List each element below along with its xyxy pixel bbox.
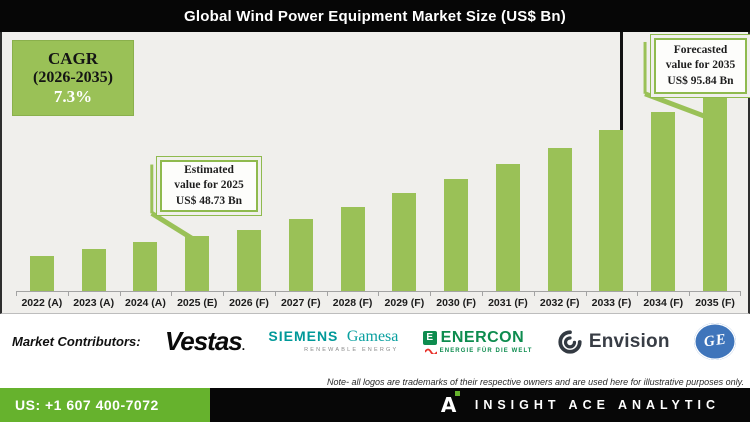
insight-ace-logo-dot [454,391,460,396]
chart-panel: CAGR (2026-2035) 7.3% 2022 (A) 2023 (A) 20… [0,32,750,314]
bar-2023 (A) [81,249,106,291]
callout-line: Forecasted [673,43,728,56]
bar-2022 (A) [29,256,54,291]
bar-slot [689,82,741,291]
footer-bar: US: +1 607 400-7072 A INSIGHT ACE ANALYT… [0,388,750,422]
x-axis-label: 2027 (F) [274,292,327,313]
x-axis-label: 2026 (F) [223,292,275,313]
x-axis-label: 2034 (F) [637,292,689,313]
x-axis-label: 2023 (A) [67,292,120,313]
bar-2027 (F) [288,219,313,291]
x-axis-label: 2033 (F) [585,292,638,313]
insight-ace-logo-letter: A [440,393,457,417]
callout-line: value for 2035 [665,59,736,72]
page-title: Global Wind Power Equipment Market Size … [183,7,566,25]
trademark-note: Note- all logos are trademarks of their … [326,377,744,387]
bar-slot [637,82,689,291]
bar-slot [171,82,223,291]
callout-value: US$ 48.73 Bn [175,194,243,207]
bar-2029 (F) [392,193,417,291]
siemens-wordmark: SIEMENS [268,328,339,345]
enercon-logo: E ENERCON ENERGIE FÜR DIE WELT [422,328,533,354]
x-axis-labels: 2022 (A) 2023 (A) 2024 (A) 2025 (E) 2026 (F)… [16,292,741,313]
siemens-gamesa-tagline: RENEWABLE ENERGY [304,347,399,354]
bar-2034 (F) [651,112,676,291]
x-axis-label: 2031 (F) [482,292,534,313]
gamesa-wordmark: Gamesa [346,328,399,346]
enercon-wordmark: ENERCON [440,328,525,346]
x-axis-label: 2035 (F) [689,292,741,313]
x-axis-label: 2030 (F) [430,292,482,313]
x-axis-label: 2022 (A) [16,292,68,313]
plot-area [16,82,741,292]
callout-value: US$ 95.84 Bn [667,74,734,87]
bar-slot [223,82,275,291]
bar-slot [68,82,120,291]
bar-2033 (F) [599,130,624,291]
bar-slot [586,82,638,291]
title-bar: Global Wind Power Equipment Market Size … [0,0,750,32]
insight-ace-logo-icon: A [440,391,461,417]
cagr-period: (2026-2035) [33,69,113,86]
bar-slot [327,82,379,291]
trademark-note-row: Note- all logos are trademarks of their … [0,372,750,388]
bar-slot [16,82,68,291]
enercon-tagline: ENERGIE FÜR DIE WELT [439,347,533,354]
x-axis-label: 2032 (F) [533,292,586,313]
cagr-badge: CAGR (2026-2035) 7.3% [12,40,134,116]
vestas-logo: Vestas. [164,326,246,357]
cagr-value: 7.3% [53,87,93,106]
bar-slot [275,82,327,291]
x-axis-label: 2024 (A) [119,292,172,313]
x-axis-label: 2028 (F) [326,292,379,313]
bar-slot [482,82,534,291]
vertical-divider-line [620,32,623,130]
bar-2035 (F) [703,91,728,291]
bar-slot [378,82,430,291]
vestas-wordmark: Vestas [164,326,243,356]
footer-contact-block: US: +1 607 400-7072 [0,388,210,422]
enercon-mark-icon: E [422,330,437,345]
envision-swirl-icon [558,329,582,354]
callout-line: Estimated [184,163,234,176]
bar-slot [120,82,172,291]
bar-2024 (A) [133,242,158,291]
enercon-red-wave-icon [424,348,437,354]
market-contributors-label: Market Contributors: [12,334,141,349]
vestas-mark-dot: . [241,339,246,353]
siemens-gamesa-logo: SIEMENS Gamesa RENEWABLE ENERGY [268,329,398,354]
callout-forecasted-2035: Forecasted value for 2035 US$ 95.84 Bn [654,38,747,94]
envision-wordmark: Envision [588,330,670,352]
ge-monogram: GE [702,331,728,351]
phone-number: US: +1 607 400-7072 [15,397,159,413]
cagr-label: CAGR [47,49,99,68]
bar-2026 (F) [237,230,262,291]
brand-name: INSIGHT ACE ANALYTIC [474,398,720,412]
bar-2031 (F) [495,164,520,291]
x-axis-label: 2025 (E) [171,292,223,313]
bar-slot [430,82,482,291]
bar-2028 (F) [340,207,365,291]
x-axis-label: 2029 (F) [378,292,430,313]
callout-line: value for 2025 [174,179,244,192]
envision-logo: Envision [557,329,670,355]
bar-2030 (F) [444,179,469,291]
bar-slot [534,82,586,291]
bar-2025 (E) [185,236,210,291]
market-contributors-strip: Market Contributors: Vestas. SIEMENS Gam… [0,315,750,372]
bar-2032 (F) [547,148,572,291]
footer-brand-block: A INSIGHT ACE ANALYTIC [210,388,750,422]
callout-estimated-2025: Estimated value for 2025 US$ 48.73 Bn [160,160,258,212]
ge-logo: GE [693,323,736,360]
